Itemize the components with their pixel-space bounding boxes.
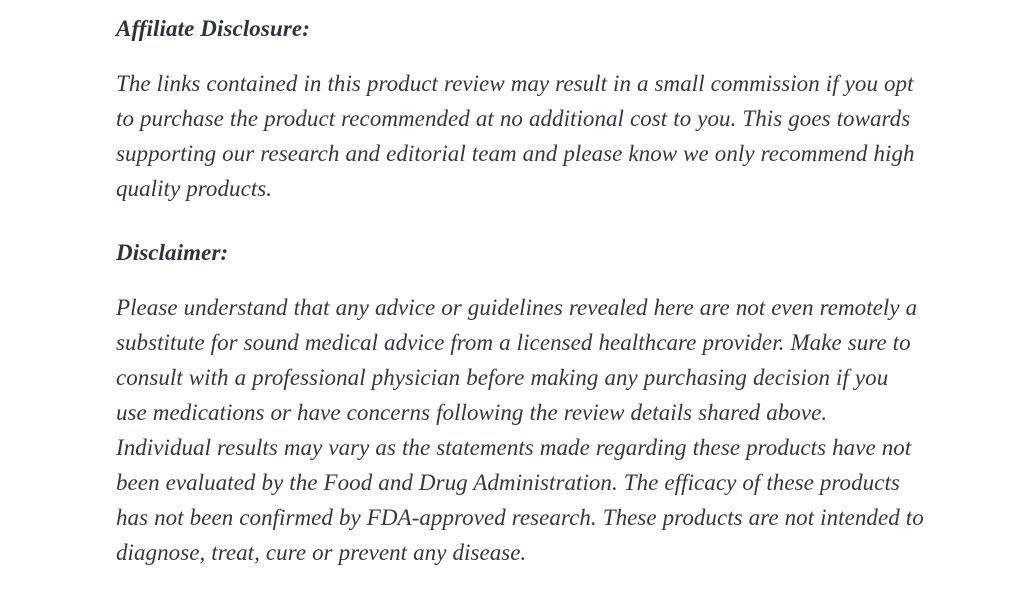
- affiliate-disclosure-section: Affiliate Disclosure: The links containe…: [116, 14, 924, 570]
- affiliate-disclosure-heading: Affiliate Disclosure:: [116, 16, 310, 41]
- affiliate-disclosure-paragraph: The links contained in this product revi…: [116, 71, 915, 201]
- disclaimer-paragraph: Please understand that any advice or gui…: [116, 295, 924, 565]
- disclaimer-heading: Disclaimer:: [116, 240, 229, 265]
